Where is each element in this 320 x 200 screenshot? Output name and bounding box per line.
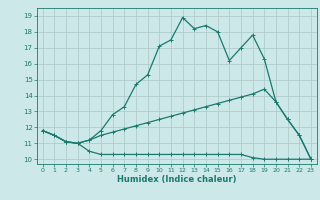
X-axis label: Humidex (Indice chaleur): Humidex (Indice chaleur) — [117, 175, 236, 184]
